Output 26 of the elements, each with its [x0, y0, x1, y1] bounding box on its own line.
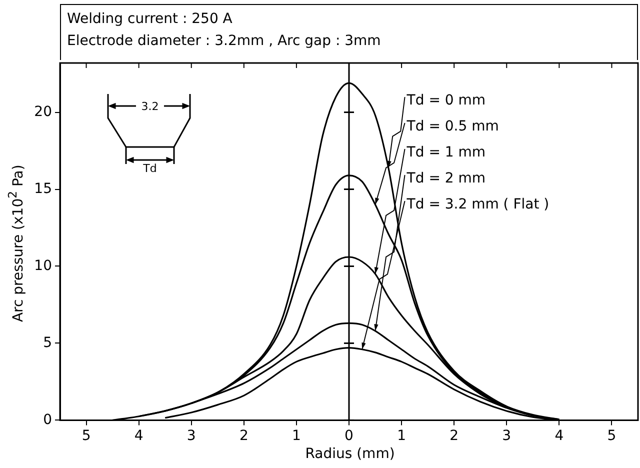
x-tick-label: 3	[186, 428, 196, 444]
annotation: 3.2	[141, 100, 159, 113]
x-tick-label: 5	[82, 428, 91, 444]
x-tick-label: 1	[397, 428, 406, 444]
legend-label: Td = 3.2 mm ( Flat )	[406, 196, 550, 213]
y-tick-label: 0	[43, 412, 52, 428]
x-tick-label: 0	[344, 428, 354, 444]
x-tick-label: 4	[554, 428, 564, 444]
text: Td = 2 mm	[406, 170, 486, 187]
x-tick-label: 2	[450, 428, 459, 444]
text: Td = 0 mm	[406, 92, 486, 109]
x-tick-label: 2	[239, 428, 248, 444]
x-tick-label: 3	[502, 428, 512, 444]
y-tick-label: 20	[34, 104, 52, 120]
x-tick-label: 4	[134, 428, 144, 444]
text: Td = 1 mm	[406, 144, 486, 161]
text: Td = 0.5 mm	[406, 118, 499, 135]
y-tick-label: 5	[43, 334, 52, 351]
x-axis-title: Radius (mm)	[304, 446, 396, 462]
x-tick-label: 5	[607, 428, 616, 444]
x-tick-label: 1	[292, 428, 301, 444]
chart-title: Welding current : 250 A	[67, 10, 234, 29]
chart-subtitle: Electrode diameter : 3.2mm , Arc gap : 3mm	[67, 32, 382, 51]
y-tick-label: 10	[34, 258, 52, 274]
annotation: Td	[142, 162, 157, 175]
y-tick-label: 15	[34, 180, 52, 197]
